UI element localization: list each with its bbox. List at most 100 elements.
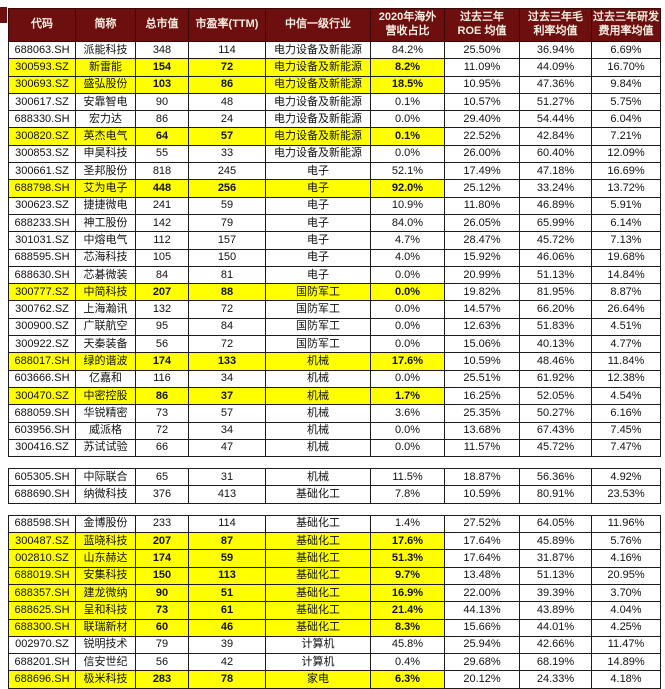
cell-overseas-share: 1.7%: [370, 386, 445, 406]
table-row: 300820.SZ 英杰电气 64 57 电力设备及新能源 0.1% 22.52% 42.84…: [8, 127, 661, 146]
cell-overseas-share: 17.6%: [370, 532, 445, 551]
cell-industry: 机械: [265, 438, 371, 458]
cell-rd-expense-avg: 12.38%: [591, 369, 661, 388]
cell-pe-ttm: 114: [188, 40, 266, 60]
cell-code: 300617.SZ: [8, 92, 76, 112]
cell-overseas-share: 9.7%: [370, 566, 445, 585]
cell-roe-avg: 11.80%: [444, 196, 520, 215]
cell-rd-expense-avg: 19.68%: [591, 248, 661, 267]
cell-roe-avg: 20.99%: [444, 265, 520, 285]
cell-rd-expense-avg: 9.84%: [591, 75, 661, 94]
table-row: 300416.SZ 苏试试验 66 47 机械 0.0% 11.57% 45.72% 7.47%: [8, 438, 661, 458]
cell-rd-expense-avg: 4.18%: [591, 670, 661, 689]
header-roe-avg: 过去三年 ROE 均值: [444, 8, 520, 42]
cell-gross-margin-avg: 51.13%: [519, 566, 592, 585]
cell-industry: 电子: [265, 213, 371, 233]
cell-pe-ttm: 256: [188, 179, 266, 198]
cell-name: 山东赫达: [75, 549, 136, 568]
cell-name: 苏试试验: [75, 438, 136, 458]
cell-name: 新雷能: [75, 58, 136, 77]
cell-market-cap: 56: [135, 335, 189, 354]
cell-overseas-share: 0.1%: [370, 92, 445, 112]
cell-overseas-share: 8.2%: [370, 58, 445, 77]
cell-roe-avg: 20.12%: [444, 670, 520, 689]
cell-overseas-share: 8.3%: [370, 618, 445, 637]
cell-overseas-share: 0.0%: [370, 317, 445, 337]
cell-industry: 机械: [265, 421, 371, 440]
cell-rd-expense-avg: 12.09%: [591, 144, 661, 164]
cell-industry: 国防军工: [265, 317, 371, 337]
section-gap: [8, 457, 660, 468]
cell-code: 688330.SH: [8, 110, 76, 129]
cell-name: 天秦装备: [75, 335, 136, 354]
cell-gross-margin-avg: 80.91%: [519, 485, 592, 504]
cell-code: 300777.SZ: [8, 283, 76, 302]
cell-roe-avg: 13.48%: [444, 566, 520, 585]
header-overseas-share: 2020年海外 营收占比: [370, 8, 445, 42]
cell-pe-ttm: 72: [188, 335, 266, 354]
cell-roe-avg: 29.68%: [444, 653, 520, 672]
cell-rd-expense-avg: 6.16%: [591, 404, 661, 423]
cell-market-cap: 233: [135, 514, 189, 534]
header-rd-expense-avg: 过去三年研发 费用率均值: [591, 8, 661, 42]
cell-market-cap: 818: [135, 162, 189, 181]
cell-industry: 机械: [265, 352, 371, 371]
cell-market-cap: 132: [135, 300, 189, 319]
cell-name: 广联航空: [75, 317, 136, 337]
cell-pe-ttm: 88: [188, 283, 266, 302]
cell-gross-margin-avg: 60.40%: [519, 144, 592, 164]
cell-name: 极米科技: [75, 670, 136, 689]
cell-pe-ttm: 34: [188, 369, 266, 388]
cell-market-cap: 105: [135, 248, 189, 267]
cell-name: 宏力达: [75, 110, 136, 129]
table-row: 688595.SH 芯海科技 105 150 电子 4.0% 15.92% 46.06% 19.…: [8, 248, 661, 267]
cell-market-cap: 376: [135, 485, 189, 504]
table-row: 300623.SZ 捷捷微电 241 59 电子 10.9% 11.80% 46.89% 5.9…: [8, 196, 661, 215]
cell-pe-ttm: 114: [188, 514, 266, 534]
cell-gross-margin-avg: 45.72%: [519, 231, 592, 250]
cell-roe-avg: 25.94%: [444, 635, 520, 655]
cell-pe-ttm: 87: [188, 532, 266, 551]
cell-market-cap: 207: [135, 532, 189, 551]
cell-roe-avg: 10.59%: [444, 485, 520, 504]
header-code: 代码: [8, 8, 76, 42]
cell-gross-margin-avg: 68.19%: [519, 653, 592, 672]
cell-overseas-share: 0.0%: [370, 144, 445, 164]
cell-roe-avg: 11.09%: [444, 58, 520, 77]
cell-pe-ttm: 37: [188, 386, 266, 406]
cell-gross-margin-avg: 51.83%: [519, 317, 592, 337]
cell-gross-margin-avg: 40.13%: [519, 335, 592, 354]
cell-code: 688357.SH: [8, 583, 76, 603]
cell-market-cap: 86: [135, 386, 189, 406]
cell-market-cap: 84: [135, 265, 189, 285]
cell-market-cap: 95: [135, 317, 189, 337]
cell-gross-margin-avg: 50.27%: [519, 404, 592, 423]
cell-industry: 电子: [265, 179, 371, 198]
cell-overseas-share: 45.8%: [370, 635, 445, 655]
cell-code: 688063.SH: [8, 40, 76, 60]
cell-rd-expense-avg: 8.87%: [591, 283, 661, 302]
header-row: 代码 简称 总市值 市盈率(TTM) 中信一级行业 2020年海外 营收占比 过…: [8, 8, 661, 42]
cell-name: 芯碁微装: [75, 265, 136, 285]
cell-code: 688598.SH: [8, 514, 76, 534]
cell-roe-avg: 10.59%: [444, 352, 520, 371]
cell-industry: 基础化工: [265, 601, 371, 620]
cell-pe-ttm: 157: [188, 231, 266, 250]
cell-roe-avg: 13.68%: [444, 421, 520, 440]
cell-overseas-share: 0.4%: [370, 653, 445, 672]
cell-gross-margin-avg: 67.43%: [519, 421, 592, 440]
table-row: 301031.SZ 中熔电气 112 157 电子 4.7% 28.47% 45.72% 7.1…: [8, 231, 661, 250]
cell-rd-expense-avg: 26.64%: [591, 300, 661, 319]
cell-roe-avg: 25.51%: [444, 369, 520, 388]
cell-gross-margin-avg: 46.89%: [519, 196, 592, 215]
cell-industry: 电力设备及新能源: [265, 58, 371, 77]
cell-roe-avg: 14.57%: [444, 300, 520, 319]
cell-name: 威派格: [75, 421, 136, 440]
cell-overseas-share: 4.0%: [370, 248, 445, 267]
cell-market-cap: 116: [135, 369, 189, 388]
header-name: 简称: [75, 8, 136, 42]
cell-roe-avg: 15.92%: [444, 248, 520, 267]
cell-pe-ttm: 31: [188, 468, 266, 487]
cell-rd-expense-avg: 4.25%: [591, 618, 661, 637]
table-row: 688233.SH 神工股份 142 79 电子 84.0% 26.05% 65.99% 6.1…: [8, 213, 661, 233]
